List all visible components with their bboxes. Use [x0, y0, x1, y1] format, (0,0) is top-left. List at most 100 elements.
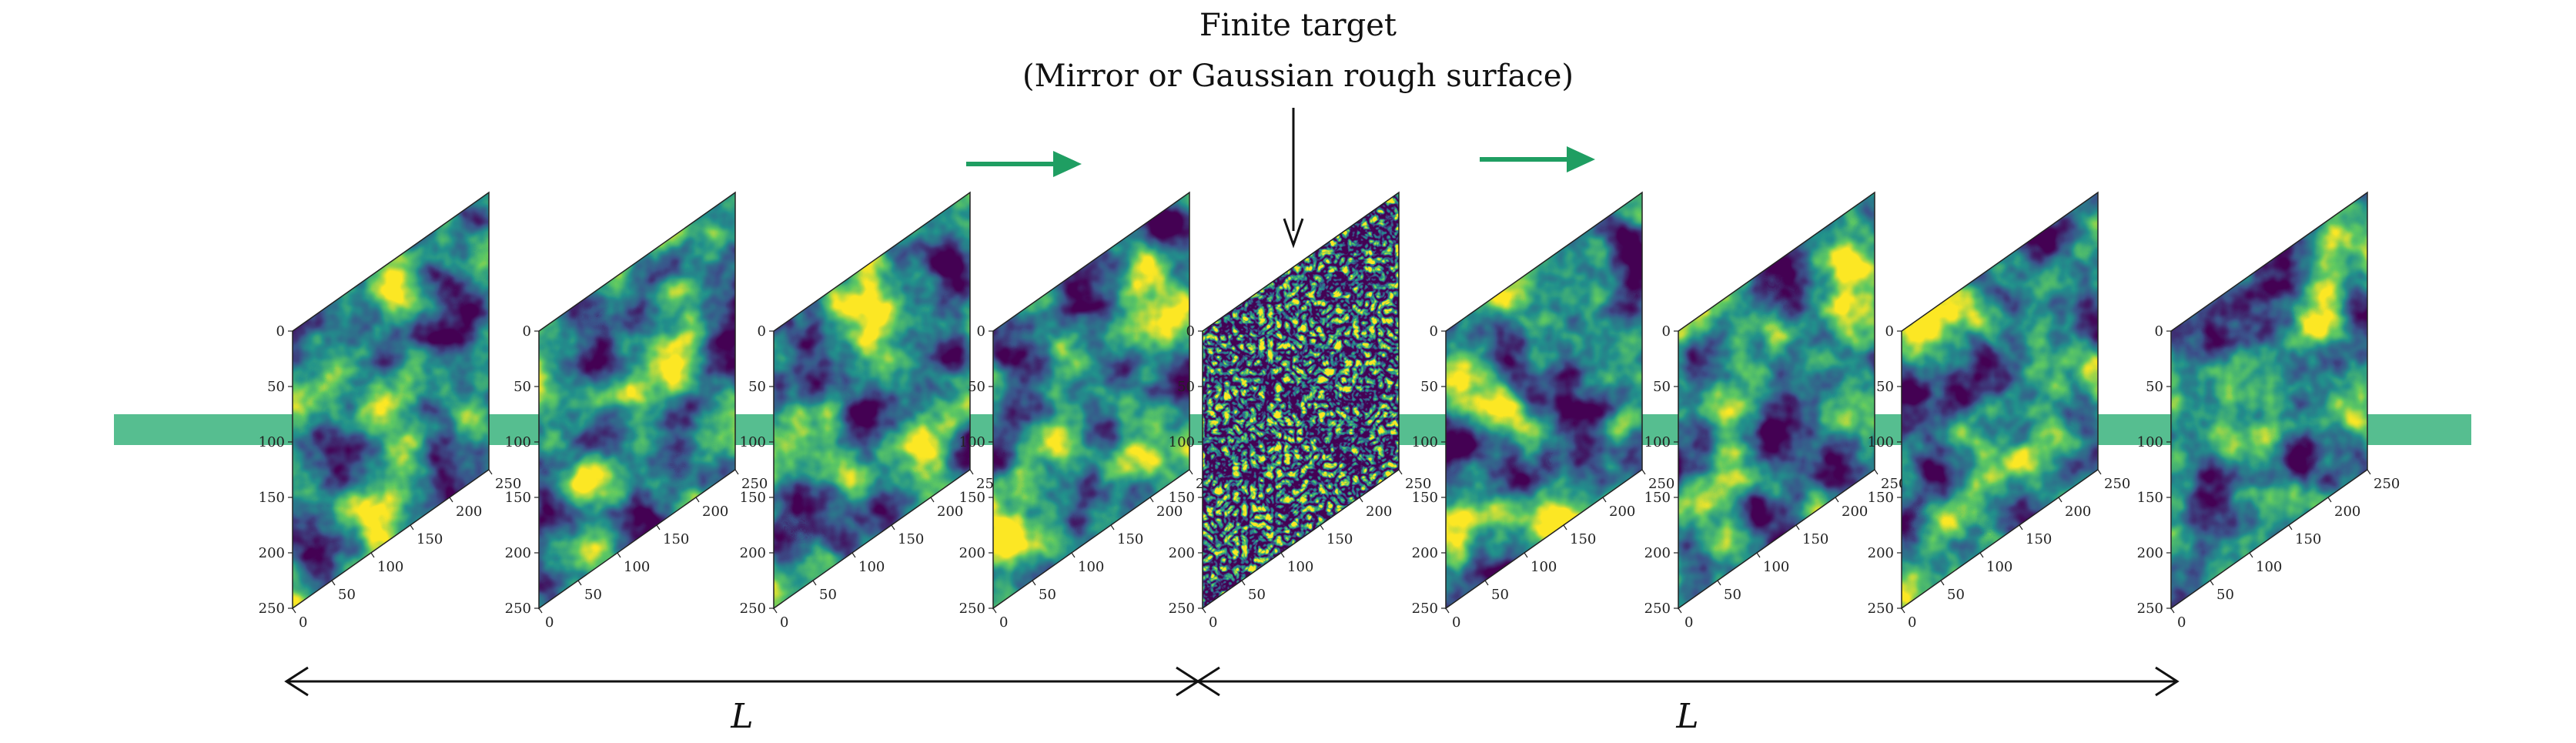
y-tick-label: 250	[1868, 601, 1894, 617]
x-tick-label: 100	[1531, 559, 1557, 575]
y-tick-label: 100	[740, 434, 766, 450]
x-tick-label: 50	[1491, 587, 1509, 603]
y-tick-label: 50	[1420, 379, 1438, 395]
x-tick	[488, 469, 493, 475]
y-tick-label: 200	[1868, 545, 1894, 561]
y-tick-label: 250	[1412, 601, 1438, 617]
phase-map	[1902, 192, 2098, 608]
y-tick-label: 250	[1644, 601, 1671, 617]
phase-map	[774, 192, 970, 608]
x-tick	[891, 524, 895, 530]
y-tick-label: 50	[514, 379, 531, 395]
x-tick	[1717, 580, 1721, 586]
y-tick-label: 200	[1644, 545, 1671, 561]
x-tick	[2249, 552, 2253, 558]
x-tick	[734, 469, 739, 475]
phase-map	[539, 192, 735, 608]
y-tick-label: 150	[1412, 490, 1438, 506]
y-tick-label: 250	[2137, 601, 2163, 617]
x-tick-label: 50	[819, 587, 837, 603]
x-tick	[1398, 469, 1403, 475]
x-tick-label: 50	[1039, 587, 1056, 603]
x-tick	[2367, 469, 2371, 475]
phase-screen-2: 0 50 100 150 200 250 0 50 100 150 200 250	[505, 191, 768, 631]
distance-label-left: L	[730, 697, 753, 736]
x-tick	[812, 580, 817, 586]
y-tick-label: 0	[2155, 323, 2163, 340]
x-tick	[2288, 524, 2293, 530]
x-tick	[656, 524, 661, 530]
y-tick-label: 200	[1169, 545, 1195, 561]
x-tick-label: 200	[2065, 504, 2091, 520]
x-tick-label: 200	[1366, 504, 1392, 520]
y-tick-label: 0	[1885, 323, 1894, 340]
y-tick-label: 50	[748, 379, 766, 395]
x-tick	[1202, 607, 1206, 614]
x-tick-label: 50	[1724, 587, 1741, 603]
target-title: Finite target	[1199, 8, 1397, 43]
target-pointer-arrow	[1283, 108, 1304, 249]
y-tick-label: 50	[2146, 379, 2163, 395]
x-tick-label: 0	[299, 614, 307, 631]
y-tick-label: 100	[505, 434, 531, 450]
y-tick-label: 100	[259, 434, 285, 450]
x-tick-label: 0	[780, 614, 788, 631]
y-tick-label: 150	[959, 490, 985, 506]
x-tick-label: 250	[2104, 476, 2130, 492]
x-tick	[410, 524, 414, 530]
target-surface-map	[1203, 192, 1399, 608]
x-tick-label: 100	[1287, 559, 1313, 575]
x-tick-label: 100	[624, 559, 650, 575]
y-tick-label: 150	[1169, 490, 1195, 506]
y-tick-label: 250	[259, 601, 285, 617]
x-tick-label: 150	[1570, 531, 1596, 547]
x-tick-label: 0	[2177, 614, 2186, 631]
distance-arrow-right	[1196, 666, 2180, 697]
y-tick-label: 50	[1876, 379, 1894, 395]
x-tick-label: 100	[377, 559, 403, 575]
x-tick	[577, 580, 582, 586]
phase-map	[993, 192, 1189, 608]
x-tick	[851, 552, 856, 558]
x-tick	[331, 580, 336, 586]
x-tick-label: 250	[1648, 476, 1674, 492]
x-tick-label: 200	[1609, 504, 1635, 520]
x-tick	[1149, 497, 1154, 503]
x-tick-label: 50	[2216, 587, 2234, 603]
x-tick	[538, 607, 543, 614]
y-tick-label: 200	[1412, 545, 1438, 561]
y-tick-label: 150	[259, 490, 285, 506]
y-tick-label: 0	[1430, 323, 1438, 340]
y-tick-label: 200	[959, 545, 985, 561]
distance-label-right: L	[1675, 697, 1698, 736]
x-tick-label: 200	[702, 504, 728, 520]
x-tick	[1874, 469, 1878, 475]
phase-map	[2171, 192, 2367, 608]
x-tick-label: 50	[338, 587, 356, 603]
x-tick-label: 100	[2256, 559, 2282, 575]
target-subtitle: (Mirror or Gaussian rough surface)	[1022, 59, 1574, 94]
x-tick	[2058, 497, 2062, 503]
y-tick-label: 100	[959, 434, 985, 450]
x-tick	[1678, 607, 1682, 614]
phase-map	[293, 192, 489, 608]
distance-arrow-left	[284, 666, 1200, 697]
x-tick	[2019, 524, 2023, 530]
x-tick	[1189, 469, 1193, 475]
propagation-arrow-2	[1480, 146, 1595, 172]
x-tick	[2097, 469, 2102, 475]
x-tick-label: 50	[1947, 587, 1965, 603]
x-tick-label: 50	[584, 587, 602, 603]
phase-screens: 0 50 100 150 200 250 0 50 100 150 200 250 0 50 100 150 2…	[259, 191, 2400, 631]
x-tick	[1484, 580, 1489, 586]
x-tick-label: 250	[495, 476, 521, 492]
x-tick	[1280, 552, 1285, 558]
x-tick-label: 150	[1802, 531, 1828, 547]
x-tick-label: 50	[1248, 587, 1266, 603]
x-tick-label: 150	[898, 531, 924, 547]
x-tick-label: 250	[741, 476, 768, 492]
x-tick-label: 200	[2334, 504, 2360, 520]
x-tick	[1032, 580, 1036, 586]
